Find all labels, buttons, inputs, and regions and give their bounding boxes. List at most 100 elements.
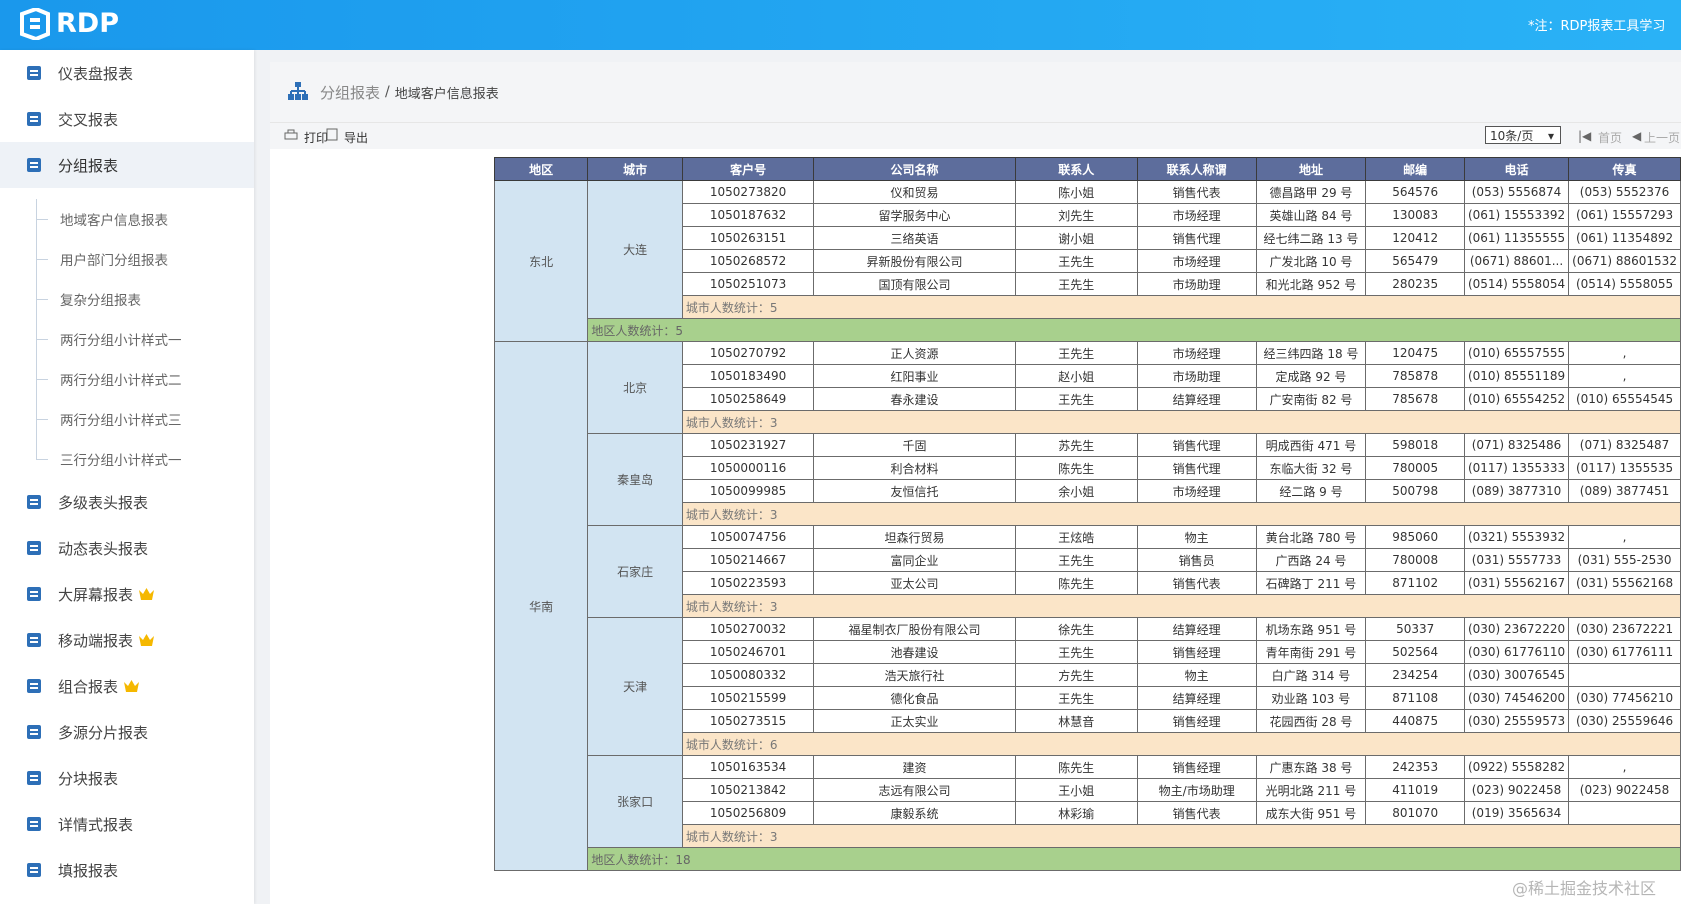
table-cell: (031) 555-2530	[1568, 548, 1681, 572]
table-cell: (071) 8325486	[1463, 433, 1570, 457]
submenu-item[interactable]: 三行分组小计样式一	[0, 439, 254, 479]
table-cell: 1050000116	[681, 456, 815, 480]
breadcrumb-parent[interactable]: 分组报表	[320, 83, 381, 102]
table-cell: (089) 3877310	[1463, 479, 1570, 503]
table-cell: 王先生	[1014, 341, 1138, 365]
table-cell: (053) 5556874	[1463, 180, 1570, 204]
table-cell: (061) 11355555	[1463, 226, 1570, 250]
icon-shape	[30, 637, 38, 639]
crown-icon	[139, 588, 155, 600]
menu-label: 详情式报表	[58, 815, 134, 834]
table-cell: 1050215599	[681, 686, 815, 710]
table-cell: 871102	[1365, 571, 1465, 595]
city-subtotal: 城市人数统计：3	[681, 594, 1681, 618]
icon-shape	[30, 733, 38, 735]
table-cell: 东临大街 32 号	[1255, 456, 1367, 480]
icon-shape	[27, 587, 41, 601]
print-icon	[284, 129, 298, 140]
city-subtotal-row: 城市人数统计：3	[495, 502, 1681, 526]
table-cell: 福星制衣厂股份有限公司	[813, 617, 1016, 641]
menu-icon	[27, 158, 41, 172]
menu-item[interactable]: 多源分片报表	[0, 709, 254, 755]
menu-item[interactable]: 分组报表	[0, 142, 254, 188]
table-cell: 销售代理	[1136, 433, 1257, 457]
table-cell: 白广路 314 号	[1255, 663, 1367, 687]
table-cell: 销售代理	[1136, 456, 1257, 480]
submenu-item[interactable]: 两行分组小计样式二	[0, 359, 254, 399]
table-cell: 浩天旅行社	[813, 663, 1016, 687]
menu-item[interactable]: 交叉报表	[0, 96, 254, 142]
table-cell: 结算经理	[1136, 617, 1257, 641]
page-size-select[interactable]: 10条/页 ▾	[1485, 126, 1561, 144]
header-row: 地区 城市 客户号 公司名称 联系人 联系人称谓 地址 邮编 电话 传真	[493, 157, 1681, 181]
table-cell: (0117) 1355333	[1463, 456, 1570, 480]
table-cell: 物主	[1136, 663, 1257, 687]
menu-item[interactable]: 动态表头报表	[0, 525, 254, 571]
table-cell: 结算经理	[1136, 686, 1257, 710]
table-cell: (010) 65554545	[1568, 387, 1681, 411]
table-cell: 余小姐	[1014, 479, 1138, 503]
table-cell: 陈先生	[1014, 755, 1138, 779]
menu-item[interactable]: 多级表头报表	[0, 479, 254, 525]
table-cell: 青年南街 291 号	[1255, 640, 1367, 664]
menu-label: 大屏幕报表	[58, 585, 134, 604]
first-page[interactable]: 首页	[1598, 131, 1623, 145]
table-cell: (023) 9022458	[1463, 778, 1570, 802]
table-cell: 亚太公司	[813, 571, 1016, 595]
table-cell: (0117) 1355535	[1568, 456, 1681, 480]
table-cell: 林慧音	[1014, 709, 1138, 733]
submenu-item[interactable]: 地域客户信息报表	[0, 199, 254, 239]
city-cell: 石家庄	[587, 525, 683, 618]
table-cell: (061) 11354892	[1568, 226, 1681, 250]
table-cell: (031) 55562168	[1568, 571, 1681, 595]
table-cell: 785878	[1365, 364, 1465, 388]
submenu-item[interactable]: 两行分组小计样式三	[0, 399, 254, 439]
table-cell: 留学服务中心	[813, 203, 1016, 227]
table-cell: 801070	[1365, 801, 1465, 825]
column-header: 传真	[1568, 157, 1681, 181]
table-cell: 销售经理	[1136, 640, 1257, 664]
icon-shape	[30, 595, 38, 597]
table-cell: 500798	[1365, 479, 1465, 503]
menu-item[interactable]: 移动端报表	[0, 617, 254, 663]
table-cell: 780008	[1365, 548, 1465, 572]
table-cell: (010) 65554252	[1463, 387, 1570, 411]
icon-shape	[30, 166, 38, 168]
column-header: 电话	[1463, 157, 1570, 181]
table-cell: 785678	[1365, 387, 1465, 411]
table-cell: 564576	[1365, 180, 1465, 204]
submenu-item[interactable]: 复杂分组报表	[0, 279, 254, 319]
submenu-item[interactable]: 两行分组小计样式一	[0, 319, 254, 359]
menu-item[interactable]: 分块报表	[0, 755, 254, 801]
menu-item[interactable]: 大屏幕报表	[0, 571, 254, 617]
table-cell: (061) 15557293	[1568, 203, 1681, 227]
menu-item[interactable]: 组合报表	[0, 663, 254, 709]
table-cell: 市场助理	[1136, 272, 1257, 296]
table-cell: 130083	[1365, 203, 1465, 227]
menu-item[interactable]: 详情式报表	[0, 801, 254, 847]
menu-label: 多源分片报表	[58, 723, 149, 742]
print-button[interactable]: 打印	[304, 131, 329, 145]
submenu-item[interactable]: 用户部门分组报表	[0, 239, 254, 279]
menu-item[interactable]: 填报报表	[0, 847, 254, 893]
prev-page[interactable]: 上一页	[1644, 131, 1681, 145]
crown-icon	[124, 680, 140, 692]
region-subtotal-row: 地区人数统计：18	[495, 847, 1681, 871]
table-cell: 280235	[1365, 272, 1465, 296]
table-cell: 王炫皓	[1014, 525, 1138, 549]
region-cell: 东北	[493, 180, 589, 342]
table-cell: 徐先生	[1014, 617, 1138, 641]
menu-label: 分组报表	[58, 156, 119, 175]
city-subtotal: 城市人数统计：5	[681, 295, 1681, 319]
menu-label: 移动端报表	[58, 631, 134, 650]
icon-shape	[27, 541, 41, 555]
table-cell: (030) 23672220	[1463, 617, 1570, 641]
export-button[interactable]: 导出	[344, 131, 369, 145]
first-icon: |◀	[1578, 129, 1592, 143]
menu-item[interactable]: 仪表盘报表	[0, 50, 254, 96]
region-subtotal: 地区人数统计：5	[587, 318, 1681, 342]
table-cell: 结算经理	[1136, 387, 1257, 411]
table-cell: 康毅系统	[813, 801, 1016, 825]
column-header: 地址	[1255, 157, 1367, 181]
sidebar: 仪表盘报表 交叉报表分组报表地域客户信息报表 用户部门分组报表 复杂分组报表 两行分组小…	[0, 50, 254, 904]
